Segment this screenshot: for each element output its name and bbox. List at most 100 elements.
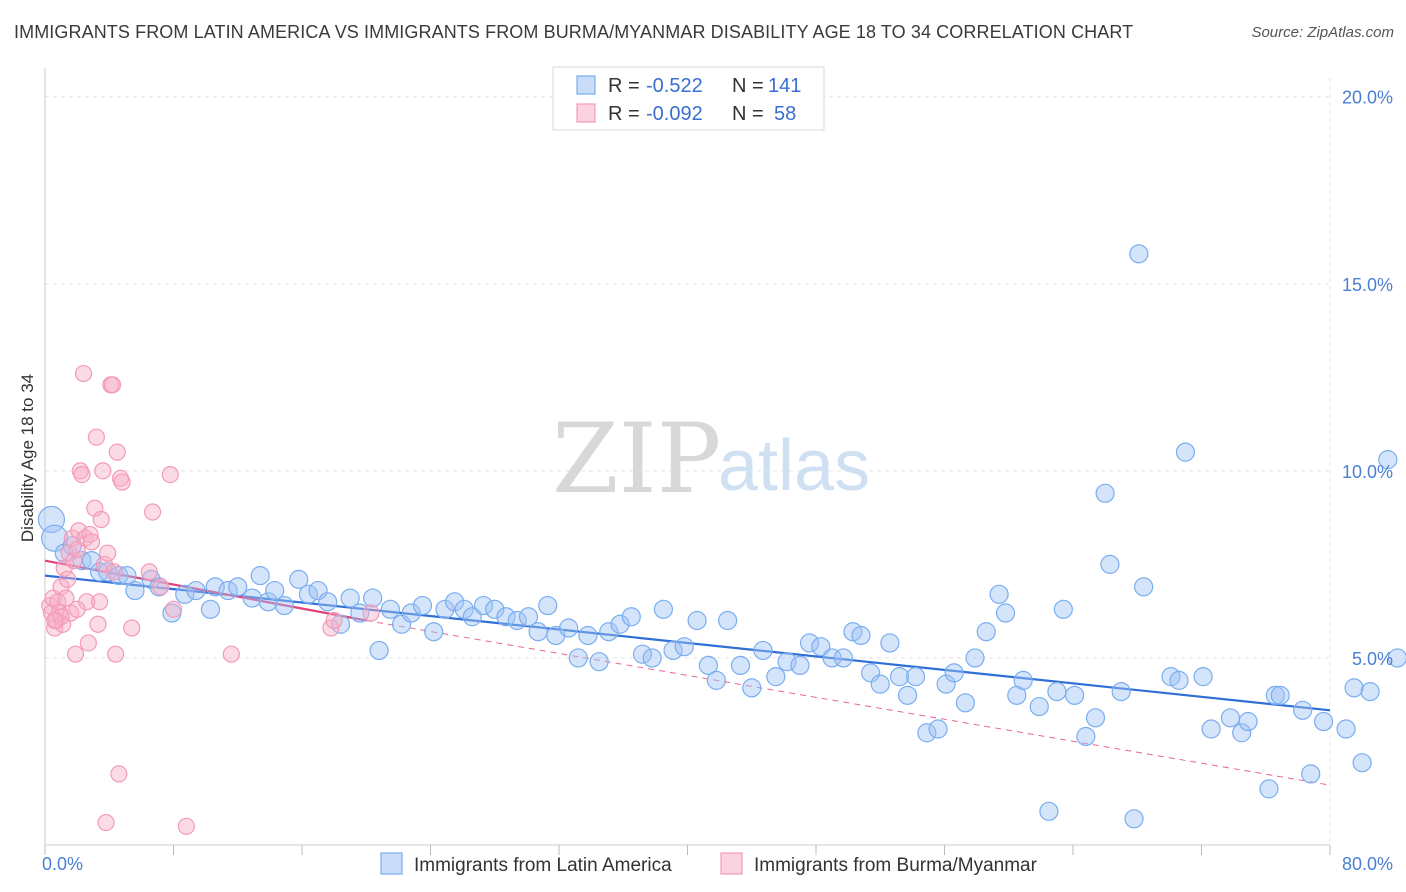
point-latin-america-65 bbox=[706, 670, 727, 690]
point-latin-america-75 bbox=[822, 648, 842, 668]
point-latin-america-48 bbox=[528, 622, 548, 642]
point-latin-america-51 bbox=[559, 618, 579, 638]
point-latin-america-117 bbox=[1259, 779, 1279, 799]
point-burma-26 bbox=[82, 533, 101, 551]
point-latin-america-92 bbox=[989, 584, 1009, 604]
point-burma-43 bbox=[113, 473, 131, 491]
point-latin-america-87 bbox=[936, 674, 956, 694]
point-latin-america-110 bbox=[1169, 670, 1189, 690]
x-tick-label-1: 80.0% bbox=[1342, 854, 1393, 874]
point-latin-america-46 bbox=[507, 610, 527, 631]
point-latin-america-30 bbox=[340, 588, 360, 608]
legend-n-label-1: N = bbox=[732, 75, 764, 97]
legend-swatch-burma bbox=[576, 103, 596, 123]
y-tick-label-2: 15.0% bbox=[1342, 275, 1393, 295]
point-latin-america-73 bbox=[799, 633, 820, 653]
bottom-legend-swatch-burma bbox=[720, 852, 743, 875]
point-latin-america-115 bbox=[1232, 723, 1252, 743]
legend-n-value-2: 58 bbox=[774, 103, 796, 125]
point-burma-48 bbox=[161, 465, 179, 484]
point-latin-america-125 bbox=[1352, 753, 1372, 773]
point-latin-america-102 bbox=[1085, 708, 1106, 728]
point-latin-america-59 bbox=[642, 648, 662, 668]
point-latin-america-15 bbox=[186, 580, 206, 601]
point-latin-america-44 bbox=[485, 599, 505, 619]
point-latin-america-105 bbox=[1111, 681, 1131, 702]
point-latin-america-38 bbox=[424, 622, 444, 642]
point-latin-america-19 bbox=[228, 577, 248, 597]
point-latin-america-124 bbox=[1344, 678, 1364, 698]
point-burma-50 bbox=[177, 817, 195, 835]
y-tick-label-0: 5.0% bbox=[1352, 649, 1393, 669]
point-latin-america-119 bbox=[1270, 685, 1290, 705]
point-latin-america-64 bbox=[698, 655, 718, 676]
point-latin-america-62 bbox=[674, 637, 694, 657]
point-burma-32 bbox=[94, 462, 112, 480]
point-latin-america-58 bbox=[632, 644, 653, 664]
point-latin-america-126 bbox=[1360, 681, 1380, 702]
point-latin-america-114 bbox=[1220, 708, 1241, 728]
point-latin-america-118 bbox=[1265, 685, 1285, 705]
legend-box bbox=[552, 66, 825, 131]
point-latin-america-104 bbox=[1100, 554, 1120, 574]
point-burma-20 bbox=[73, 465, 91, 484]
point-burma-21 bbox=[74, 364, 93, 383]
point-burma-15 bbox=[65, 552, 83, 570]
point-latin-america-43 bbox=[473, 595, 494, 616]
point-latin-america-22 bbox=[258, 592, 278, 612]
point-latin-america-70 bbox=[766, 667, 786, 687]
legend-n-value-1: 141 bbox=[768, 75, 801, 97]
point-latin-america-54 bbox=[589, 652, 609, 672]
legend-swatch-latin-america bbox=[576, 75, 596, 95]
point-burma-47 bbox=[152, 578, 170, 596]
bottom-legend-swatch-latin-america bbox=[380, 852, 403, 875]
point-latin-america-101 bbox=[1076, 726, 1096, 747]
legend-n-label-2: N = bbox=[732, 103, 764, 125]
x-tick-label-0: 0.0% bbox=[42, 854, 83, 874]
point-latin-america-16 bbox=[200, 599, 221, 619]
point-burma-51 bbox=[222, 645, 240, 663]
point-latin-america-47 bbox=[518, 607, 539, 627]
point-latin-america-66 bbox=[718, 610, 738, 631]
point-latin-america-68 bbox=[742, 678, 762, 698]
point-burma-55 bbox=[68, 600, 86, 618]
point-latin-america-37 bbox=[412, 595, 433, 616]
point-latin-america-69 bbox=[753, 640, 773, 661]
point-latin-america-18 bbox=[218, 580, 238, 601]
point-latin-america-56 bbox=[610, 614, 630, 634]
point-latin-america-107 bbox=[1124, 809, 1144, 829]
point-burma-29 bbox=[89, 615, 107, 633]
point-burma-37 bbox=[103, 376, 122, 394]
point-latin-america-100 bbox=[1065, 685, 1085, 705]
point-latin-america-52 bbox=[568, 648, 588, 668]
point-latin-america-33 bbox=[369, 640, 389, 661]
point-latin-america-49 bbox=[538, 595, 558, 616]
point-latin-america-45 bbox=[496, 607, 516, 627]
point-latin-america-127 bbox=[1378, 450, 1398, 470]
top-legend: R = -0.522 N = 141 R = -0.092 N = 58 bbox=[552, 66, 825, 131]
point-latin-america-40 bbox=[444, 592, 465, 612]
point-latin-america-20 bbox=[242, 588, 262, 608]
point-latin-america-80 bbox=[870, 674, 890, 694]
point-latin-america-57 bbox=[621, 607, 641, 627]
point-latin-america-108 bbox=[1134, 577, 1154, 597]
point-latin-america-95 bbox=[1013, 670, 1033, 690]
point-latin-america-85 bbox=[917, 723, 937, 743]
point-latin-america-128 bbox=[1387, 648, 1406, 668]
point-latin-america-83 bbox=[897, 685, 918, 705]
x-tick-labels: 0.0% 80.0% bbox=[42, 854, 1393, 874]
legend-r-label-1: R = bbox=[608, 75, 640, 97]
point-burma-35 bbox=[99, 544, 117, 562]
point-burma-44 bbox=[123, 619, 141, 637]
axes bbox=[44, 68, 1331, 855]
point-latin-america-88 bbox=[944, 663, 964, 683]
point-latin-america-113 bbox=[1201, 719, 1221, 739]
point-burma-24 bbox=[79, 634, 97, 652]
point-burma-54 bbox=[362, 604, 380, 622]
legend-r-label-2: R = bbox=[608, 103, 640, 125]
point-latin-america-103 bbox=[1095, 483, 1115, 503]
bottom-legend: Immigrants from Latin America Immigrants… bbox=[380, 852, 1038, 876]
point-burma-11 bbox=[58, 570, 77, 588]
point-latin-america-53 bbox=[578, 625, 598, 646]
